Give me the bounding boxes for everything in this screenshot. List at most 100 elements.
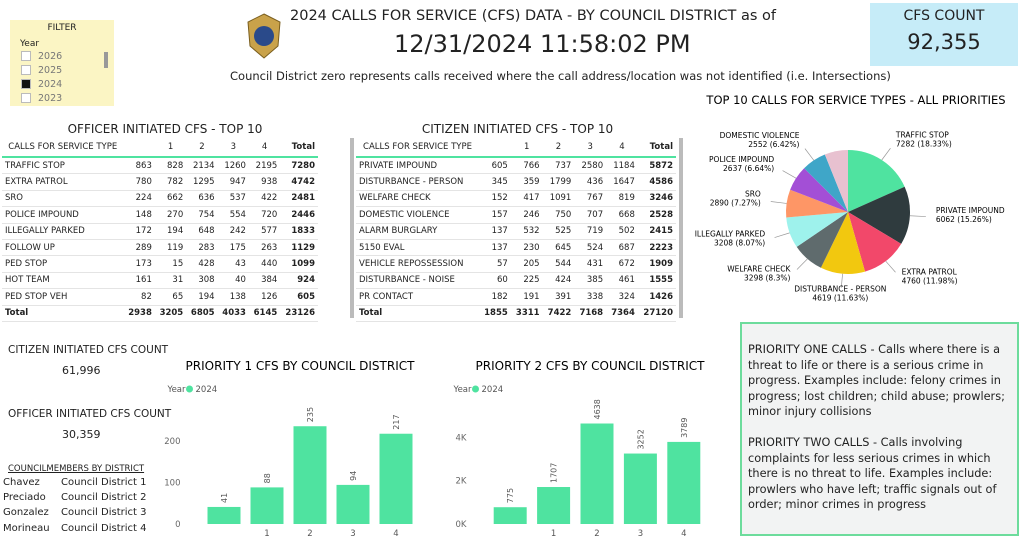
cell: 648 — [186, 223, 218, 240]
checkbox — [21, 65, 31, 75]
x-tick-label: 4 — [393, 529, 398, 539]
cell: 737 — [542, 157, 575, 175]
cell: 461 — [606, 272, 638, 290]
row-label: ILLEGALLY PARKED — [2, 223, 124, 240]
bar — [207, 506, 241, 524]
council-row: Gonzalez Council District 3 — [3, 507, 146, 522]
y-tick-label: 4K — [456, 433, 467, 443]
cell: 3311 — [510, 304, 543, 322]
scrollbar — [104, 52, 108, 68]
cell: 308 — [186, 272, 218, 290]
slice-label: PRIVATE IMPOUND — [936, 206, 1005, 215]
column-header: 2 — [542, 138, 575, 158]
row-label: Total — [356, 304, 480, 322]
slice-label: ILLEGALLY PARKED — [695, 229, 766, 238]
slice-label: TRAFFIC STOP — [895, 131, 949, 140]
cell: 707 — [574, 206, 607, 224]
cell: 15 — [154, 255, 187, 273]
filter-option: 2025 — [21, 63, 114, 77]
member-name: Chavez — [3, 477, 40, 488]
data-label: 3789 — [680, 418, 689, 438]
cell: 1555 — [637, 272, 676, 290]
cell: 938 — [248, 173, 281, 191]
cell: 525 — [542, 223, 575, 240]
slice-value: 3208 (8.07%) — [714, 238, 765, 247]
slice-label: EXTRA PATROL — [902, 268, 958, 277]
row: VEHICLE REPOSSESSION 57 205 544 431 672 1909 — [356, 255, 676, 273]
cell: 137 — [479, 239, 511, 257]
cell: 1833 — [280, 223, 318, 240]
cell: 2938 — [123, 304, 155, 322]
cell: 2481 — [280, 190, 318, 208]
cell: 172 — [123, 223, 155, 240]
cell: 440 — [248, 255, 281, 273]
cell: 544 — [542, 255, 575, 273]
row-label: DOMESTIC VIOLENCE — [356, 206, 480, 224]
checkbox — [21, 79, 31, 89]
filter-label: Year — [20, 39, 40, 49]
member-name: Morineau — [3, 522, 50, 534]
row: TRAFFIC STOP 863 828 2134 1260 2195 7280 — [2, 157, 318, 175]
cell: 2415 — [637, 223, 676, 240]
count-label: OFFICER INITIATED CFS COUNT — [8, 408, 172, 420]
slice-label: DISTURBANCE - PERSON — [794, 285, 886, 294]
scrollbar — [350, 138, 354, 318]
slice-value: 2890 (7.27%) — [710, 198, 761, 207]
cell: 605 — [479, 157, 511, 175]
cell: 417 — [510, 190, 543, 208]
cell: 3205 — [154, 304, 187, 322]
chart-title: TOP 10 CALLS FOR SERVICE TYPES - ALL PRI… — [705, 93, 1005, 107]
cell: 754 — [186, 206, 218, 224]
row: 5150 EVAL 137 230 645 524 687 2223 — [356, 239, 676, 257]
legend-label: 2024 — [196, 385, 218, 395]
cell: 60 — [479, 272, 511, 290]
x-tick-label: 4 — [681, 529, 686, 539]
bar — [667, 441, 701, 524]
cell: 289 — [123, 239, 155, 257]
legend-marker — [472, 385, 479, 393]
row: WELFARE CHECK 152 417 1091 767 819 3246 — [356, 190, 676, 208]
y-tick-label: 0K — [456, 520, 467, 530]
cell: 719 — [574, 223, 607, 240]
cell: 31 — [154, 272, 187, 290]
cell: 2134 — [186, 157, 218, 175]
checkbox — [21, 93, 31, 103]
council-row: Preciado Council District 2 — [3, 492, 146, 507]
data-label: 88 — [263, 473, 272, 483]
cell: 1091 — [542, 190, 575, 208]
cell: 537 — [217, 190, 249, 208]
data-label: 3252 — [636, 429, 645, 449]
x-tick-label: 1 — [264, 529, 269, 539]
cell: 6145 — [248, 304, 281, 322]
column-header: 4 — [248, 138, 281, 158]
cell: 424 — [542, 272, 575, 290]
logo — [247, 13, 281, 59]
row-label: 5150 EVAL — [356, 239, 480, 257]
district: Council District 2 — [61, 492, 147, 504]
row-label: HOT TEAM — [2, 272, 124, 290]
cell: 863 — [123, 157, 155, 175]
cell: 345 — [479, 173, 511, 191]
data-label: 217 — [392, 414, 401, 429]
column-header: 4 — [606, 138, 638, 158]
cell: 230 — [510, 239, 543, 257]
header-note: Council District zero represents calls r… — [230, 69, 891, 83]
data-label: 235 — [306, 407, 315, 422]
bar — [379, 433, 413, 524]
cell: 175 — [217, 239, 249, 257]
cell: 224 — [123, 190, 155, 208]
filter-option: 2024 — [21, 77, 114, 91]
leader-line — [840, 273, 843, 288]
row: DOMESTIC VIOLENCE 157 246 750 707 668 2528 — [356, 206, 676, 224]
cell: 1855 — [479, 304, 511, 322]
leader-line — [796, 258, 808, 270]
row: DISTURBANCE - NOISE 60 225 424 385 461 1555 — [356, 272, 676, 290]
cell: 1647 — [606, 173, 638, 191]
cell: 157 — [479, 206, 511, 224]
chart-title: PRIORITY 1 CFS BY COUNCIL DISTRICT — [186, 359, 416, 373]
filter-title: FILTER — [47, 23, 77, 33]
district: Council District 3 — [61, 507, 147, 519]
header-row: CALLS FOR SERVICE TYPE 1 2 3 4 Total — [356, 138, 676, 158]
officer-table: CALLS FOR SERVICE TYPE 1 2 3 4 Total TRAFFIC S… — [2, 138, 318, 322]
